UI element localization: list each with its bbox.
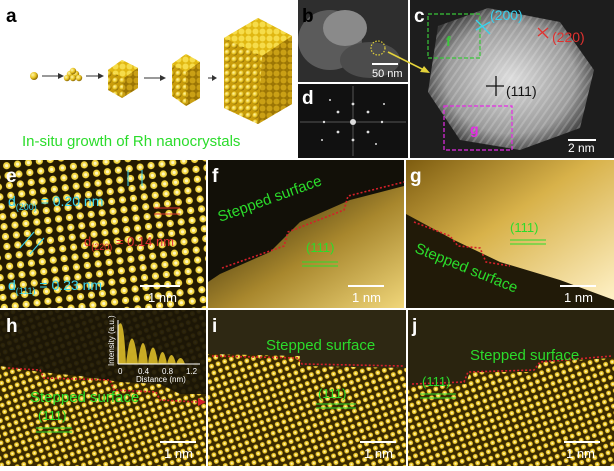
panel-c: c f g (200) (220) (111) 2 nm — [387, 0, 614, 158]
panel-a-letter: a — [6, 6, 17, 27]
d200-value: = 0.20 nm — [37, 193, 104, 209]
box-f-label: f — [446, 33, 451, 49]
panel-f-plane: (111) — [306, 240, 334, 255]
inset-profile: Intensity (a.u.) 0 0.4 0.8 1.2 Distance … — [107, 315, 200, 384]
panel-f: f Stepped surface (111) 1 nm — [208, 160, 405, 308]
panel-e-scale: 1 nm — [148, 290, 177, 305]
crystal-medium — [108, 60, 138, 98]
panel-e-letter: e — [6, 166, 17, 187]
panel-g: g (111) Stepped surface 1 nm — [406, 160, 614, 308]
svg-text:d(220) = 0.14 nm: d(220) = 0.14 nm — [84, 234, 174, 252]
d200-sub: (200) — [16, 202, 37, 212]
panel-h: h Intensity (a.u.) 0 0.4 0.8 1.2 Distanc… — [0, 310, 206, 466]
inset-xlabel: Distance (nm) — [136, 375, 186, 384]
panel-i-letter: i — [212, 316, 217, 337]
inset-tick-0: 0 — [118, 367, 123, 376]
plane-200: (200) — [490, 7, 523, 23]
plane-111: (111) — [506, 83, 537, 99]
panel-d-letter: d — [302, 88, 314, 109]
panel-j-plane: (111) — [422, 374, 450, 389]
panel-g-scale: 1 nm — [564, 290, 593, 305]
cluster-small — [63, 67, 83, 82]
panel-j-surface: Stepped surface — [470, 347, 579, 364]
panel-f-scale: 1 nm — [352, 290, 381, 305]
d111-value: = 0.23 nm — [35, 277, 102, 293]
inset-tick-3: 1.2 — [186, 367, 198, 376]
panel-h-plane: (111) — [38, 408, 66, 423]
panel-f-letter: f — [212, 166, 219, 187]
d220-value: = 0.14 nm — [112, 234, 174, 249]
panel-e: e d(200) = 0.20 nm d(220) = 0.14 nm d(11… — [0, 160, 206, 308]
panel-a-caption: In-situ growth of Rh nanocrystals — [22, 133, 240, 150]
panel-i: i Stepped surface (111) 1 nm — [208, 310, 406, 466]
d111-main: d — [8, 277, 16, 293]
panel-i-surface: Stepped surface — [266, 337, 375, 354]
d200-main: d — [8, 193, 16, 209]
inset-tick-2: 0.8 — [162, 367, 174, 376]
box-g — [443, 105, 513, 151]
panel-g-plane: (111) — [510, 220, 538, 235]
crystal-large — [224, 18, 292, 124]
panel-a: a — [0, 0, 296, 158]
panel-h-surface: Stepped surface — [30, 389, 139, 406]
inset-ylabel: Intensity (a.u.) — [107, 315, 116, 366]
box-g-label: g — [470, 121, 479, 137]
arrow-b-to-c — [387, 51, 429, 73]
box-f — [427, 13, 481, 59]
panel-b-target — [370, 40, 386, 56]
panel-j-letter: j — [411, 316, 417, 337]
panel-b-letter: b — [302, 6, 314, 27]
panel-j-scale: 1 nm — [566, 446, 595, 461]
plane-220: (220) — [552, 29, 585, 45]
svg-text:d(200) = 0.20 nm: d(200) = 0.20 nm — [8, 193, 103, 212]
d220-main: d — [84, 234, 91, 249]
inset-tick-1: 0.4 — [138, 367, 150, 376]
panel-b-scale: 50 nm — [372, 68, 403, 80]
panel-c-scale: 2 nm — [568, 141, 595, 155]
svg-text:d(111) = 0.23 nm: d(111) = 0.23 nm — [8, 277, 102, 296]
panel-h-letter: h — [6, 316, 18, 337]
panel-c-letter: c — [414, 6, 425, 27]
panel-i-scale: 1 nm — [364, 446, 393, 461]
panel-d: d — [298, 84, 408, 158]
d220-sub: (220) — [91, 242, 112, 252]
seed-atom — [30, 72, 38, 80]
d111-sub: (111) — [16, 286, 36, 296]
panel-g-letter: g — [410, 166, 422, 187]
panel-i-plane: (111) — [318, 386, 346, 401]
panel-b: b 50 nm — [298, 0, 408, 82]
crystal-small-cuboct — [172, 54, 200, 106]
panel-h-scale: 1 nm — [164, 446, 193, 461]
panel-j: j Stepped surface (111) 1 nm — [408, 310, 614, 466]
